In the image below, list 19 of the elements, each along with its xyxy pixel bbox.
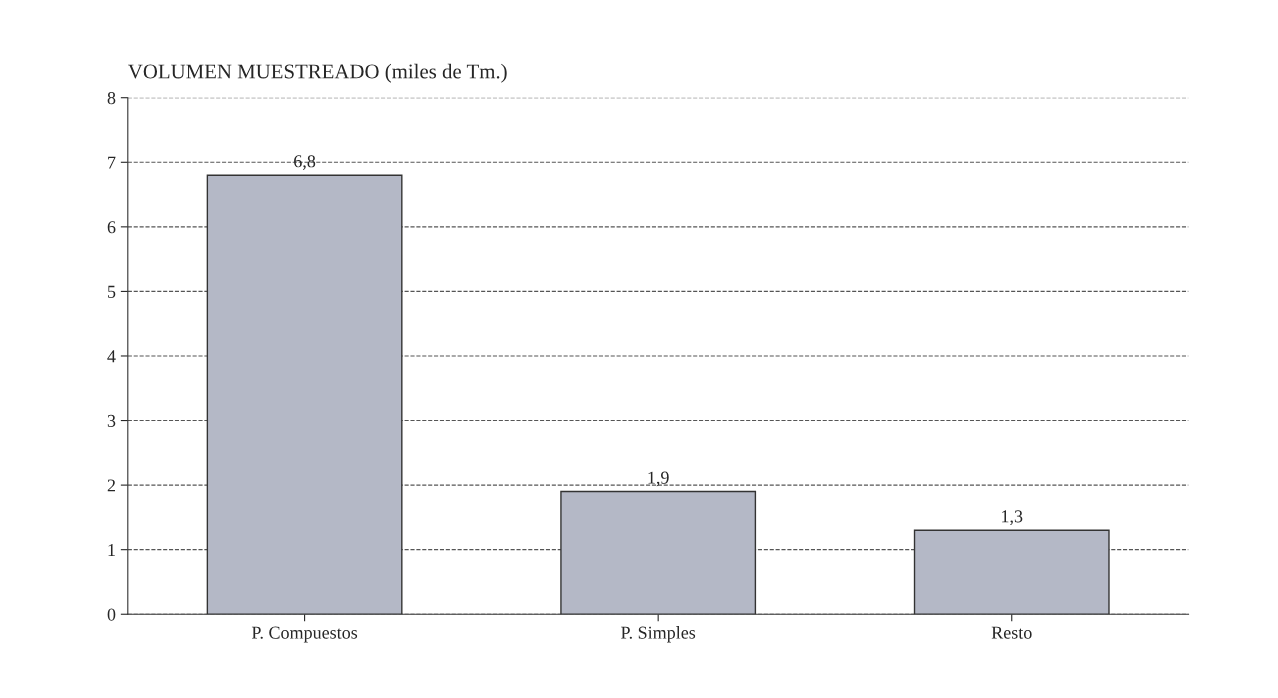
bar [560,490,757,615]
y-tick-label: 6 [107,221,116,234]
x-tick-label: P. Compuestos [251,626,358,643]
data-label: 6,8 [294,155,316,170]
data-label: 1,3 [1002,510,1023,526]
y-tick-label: 0 [107,608,116,621]
y-tick-label: 2 [107,479,115,492]
y-tick-label: 4 [107,350,116,363]
data-label: 1,9 [648,471,669,487]
y-tick-label: 5 [108,285,116,298]
x-tick-label: P. Simples [621,626,696,643]
y-tick-label: 1 [108,544,115,556]
chart-title: VOLUMEN MUESTREADO (miles de Tm.) [128,63,507,83]
bar [913,529,1110,615]
y-tick-label: 7 [108,156,116,169]
y-tick-label: 3 [107,414,116,427]
x-tick-label: Resto [991,626,1032,639]
y-tick-label: 8 [107,91,116,105]
bar [206,174,403,615]
